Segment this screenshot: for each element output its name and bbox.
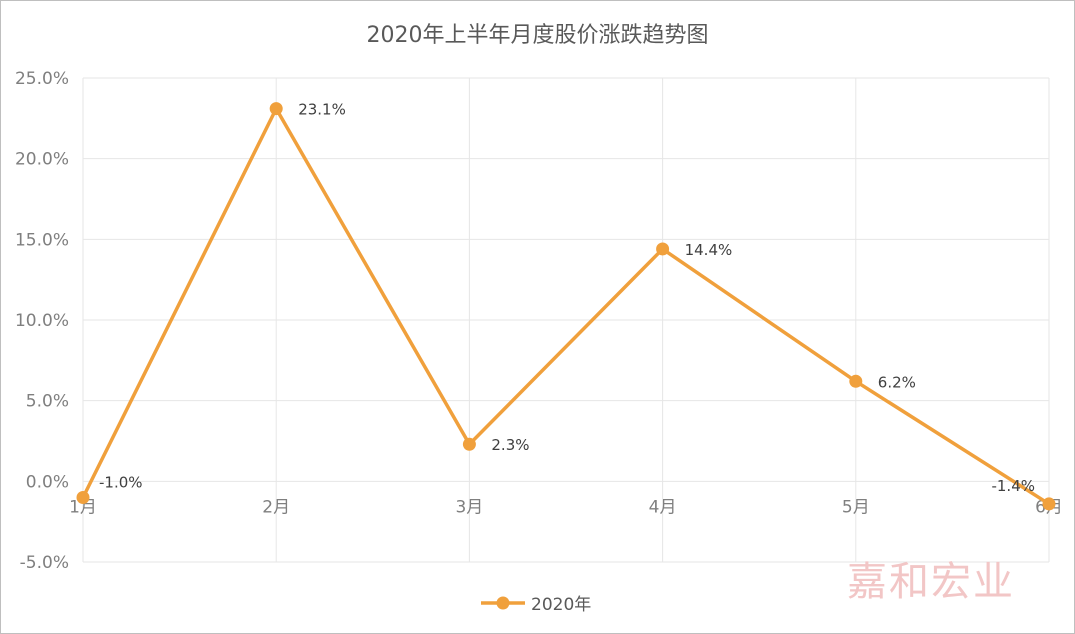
y-tick-label: 0.0% [26, 472, 69, 492]
y-tick-label: 20.0% [15, 150, 69, 170]
data-label: 2.3% [491, 436, 529, 454]
x-tick-label: 3月 [455, 497, 483, 517]
y-tick-label: 15.0% [15, 230, 69, 250]
data-point [656, 242, 670, 256]
legend-label: 2020年 [531, 595, 591, 615]
x-tick-label: 5月 [842, 497, 870, 517]
y-tick-label: -5.0% [20, 553, 69, 573]
data-point [462, 437, 476, 451]
chart-title: 2020年上半年月度股价涨跌趋势图 [366, 23, 709, 48]
y-tick-label: 25.0% [15, 69, 69, 89]
data-point [1042, 497, 1056, 511]
data-label: 23.1% [298, 101, 346, 119]
data-point [849, 374, 863, 388]
series-line [81, 106, 1050, 506]
watermark: 嘉和宏业 [847, 559, 1015, 605]
legend-marker [496, 596, 510, 610]
x-tick-label: 2月 [262, 497, 290, 517]
data-point [269, 102, 283, 116]
y-tick-label: 10.0% [15, 311, 69, 331]
y-tick-label: 5.0% [26, 392, 69, 412]
x-tick-label: 4月 [649, 497, 677, 517]
data-label: 14.4% [685, 241, 733, 259]
data-label: 6.2% [878, 373, 916, 391]
data-label: -1.4% [991, 477, 1035, 495]
x-tick-label: 1月 [69, 497, 97, 517]
data-label: -1.0% [99, 473, 143, 491]
data-point [76, 490, 90, 504]
